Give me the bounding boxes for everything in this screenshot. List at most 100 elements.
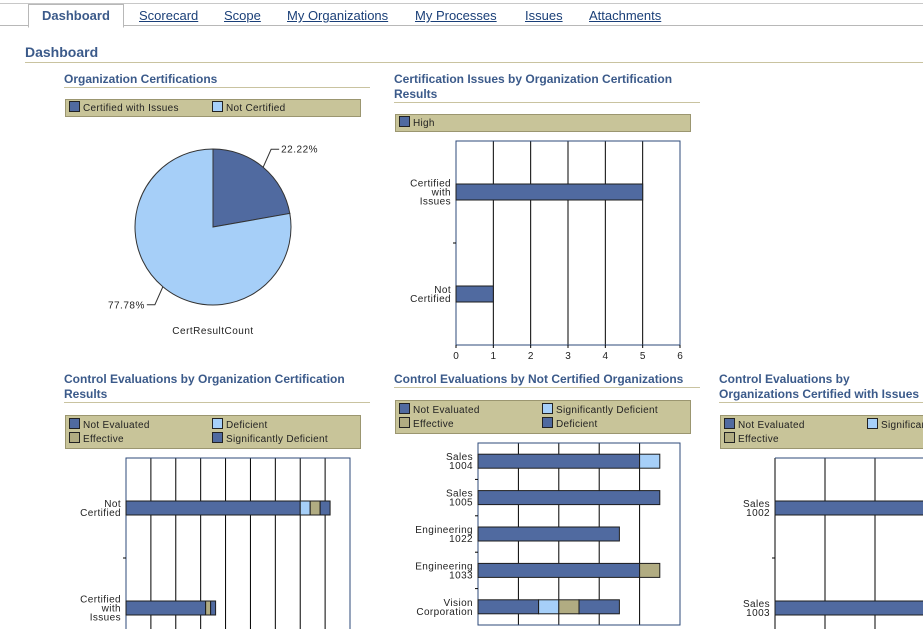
section-divider: [394, 102, 700, 103]
bar-segment: [538, 599, 560, 615]
legend-label: Not Evaluated: [738, 420, 805, 431]
legend-label: Effective: [83, 434, 124, 445]
bar-chart-cert-issues: Certified with Issues Not Certified 0 1 2 3 4 5 6: [410, 140, 683, 362]
legend-item: Not Evaluated: [69, 418, 150, 431]
x-tick-label: 5: [640, 351, 646, 362]
section-title-ctrl-eval-issues: Control Evaluations by Organizations Cer…: [719, 372, 920, 401]
legend-label: Certified with Issues: [83, 103, 179, 114]
bar-segment: [319, 500, 331, 516]
category-label: Sales 1005: [446, 489, 473, 509]
legend-item: Deficient: [212, 418, 268, 431]
legend-label: Significantly Deficient: [556, 405, 658, 416]
category-label: Not Certified: [80, 499, 121, 519]
tab-bar-top-border: [0, 3, 923, 4]
x-tick-label: 3: [565, 351, 571, 362]
x-tick-label: 1: [491, 351, 497, 362]
legend-swatch: [542, 417, 553, 428]
tab-issues[interactable]: Issues: [525, 8, 563, 23]
bar-segment: [205, 600, 212, 616]
tab-attachments[interactable]: Attachments: [589, 8, 662, 23]
legend-label: Significantly Deficient: [881, 420, 923, 431]
legend-ctrl-eval-notcert: Not Evaluated Significantly Deficient Ef…: [395, 400, 691, 434]
bar-segment: [774, 500, 923, 516]
bar-segment: [455, 183, 644, 201]
pie-leader-line: [262, 148, 280, 168]
bar-segment: [477, 526, 620, 542]
category-label: Engineering 1022: [415, 525, 473, 545]
legend-ctrl-eval-cert: Not Evaluated Deficient Effective Signif…: [65, 415, 361, 449]
bar-segment: [578, 599, 620, 615]
bar-segment: [455, 285, 494, 303]
x-tick-label: 6: [677, 351, 683, 362]
section-title-cert-issues: Certification Issues by Organization Cer…: [394, 72, 673, 101]
bar-chart-ctrl-eval-issues: Sales 1002 Sales 1003: [743, 457, 923, 629]
legend-label: Not Certified: [226, 103, 286, 114]
legend-label: Effective: [738, 434, 779, 445]
tab-bar: Dashboard Scorecard Scope My Organizatio…: [0, 0, 923, 30]
category-label: Not Certified: [410, 285, 451, 305]
legend-item: Effective: [724, 432, 779, 445]
bar-segment: [210, 600, 217, 616]
section-title-ctrl-eval-notcert: Control Evaluations by Not Certified Org…: [394, 372, 684, 386]
legend-item: Deficient: [542, 417, 598, 430]
category-label: Sales 1003: [743, 599, 770, 619]
category-label: Sales 1004: [446, 452, 473, 472]
legend-item: Not Evaluated: [399, 403, 480, 416]
bar-segment: [477, 453, 641, 469]
bar-segment: [477, 490, 661, 506]
page-title-divider: [25, 62, 923, 63]
legend-label: Not Evaluated: [83, 420, 150, 431]
bar-segment: [639, 453, 661, 469]
bar-segment: [774, 600, 923, 616]
legend-item: Significantly Deficient: [867, 418, 923, 431]
x-tick-label: 0: [453, 351, 459, 362]
legend-swatch: [69, 101, 80, 112]
category-label: Certified with Issues: [410, 179, 451, 208]
tab-bar-border: [0, 25, 923, 26]
section-divider: [64, 87, 370, 88]
legend-swatch: [69, 418, 80, 429]
legend-swatch: [69, 432, 80, 443]
legend-swatch: [212, 101, 223, 112]
legend-org-certifications: Certified with Issues Not Certified: [65, 99, 361, 117]
legend-label: Significantly Deficient: [226, 434, 328, 445]
tab-my-organizations[interactable]: My Organizations: [287, 8, 389, 23]
tab-my-processes[interactable]: My Processes: [415, 8, 497, 23]
tab-scope[interactable]: Scope: [224, 8, 261, 23]
pie-chart-org-certifications: 22.22% 77.78% CertResultCount: [108, 145, 318, 337]
legend-swatch: [724, 432, 735, 443]
legend-item: Significantly Deficient: [542, 403, 658, 416]
tab-dashboard[interactable]: Dashboard: [28, 4, 124, 28]
bar-segment: [477, 562, 641, 578]
pie-xlabel: CertResultCount: [172, 326, 253, 337]
legend-cert-issues: High: [395, 114, 691, 132]
legend-swatch: [867, 418, 878, 429]
legend-item: High: [399, 116, 435, 129]
legend-item: Not Evaluated: [724, 418, 805, 431]
legend-ctrl-eval-issues: Not Evaluated Significantly Deficient Ef…: [720, 415, 923, 449]
legend-swatch: [724, 418, 735, 429]
legend-label: Not Evaluated: [413, 405, 480, 416]
pie-leader-line: [146, 286, 164, 306]
section-title-org-certifications: Organization Certifications: [64, 72, 218, 86]
legend-swatch: [399, 417, 410, 428]
legend-label: Deficient: [226, 420, 268, 431]
legend-label: Effective: [413, 419, 454, 430]
legend-swatch: [212, 418, 223, 429]
legend-item: Effective: [399, 417, 454, 430]
category-label: Sales 1002: [743, 499, 770, 519]
category-label: Vision Corporation: [416, 598, 473, 618]
section-divider: [394, 387, 700, 388]
bar-chart-ctrl-eval-notcert: Sales 1004 Sales 1005 Engineering 1022 Enginee…: [415, 442, 681, 626]
bar-segment: [125, 500, 301, 516]
bar-chart-ctrl-eval-cert: Not Certified Certified with Issues: [80, 457, 351, 629]
legend-label: Deficient: [556, 419, 598, 430]
pie-slice-label: 77.78%: [108, 300, 145, 311]
legend-item: Significantly Deficient: [212, 432, 328, 445]
category-label: Certified with Issues: [80, 595, 121, 624]
bar-segment: [558, 599, 580, 615]
page-title: Dashboard: [25, 44, 99, 60]
tab-scorecard[interactable]: Scorecard: [139, 8, 199, 23]
bar-segment: [125, 600, 207, 616]
x-tick-label: 2: [528, 351, 534, 362]
